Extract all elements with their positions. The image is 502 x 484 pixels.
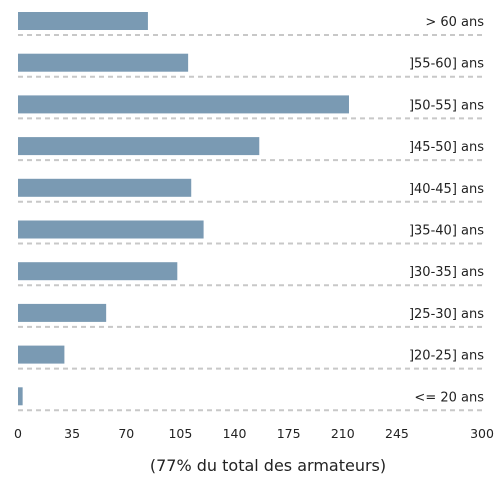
- x-tick-label-7: 245: [385, 426, 409, 441]
- bar-9: [18, 387, 23, 406]
- category-label-0: > 60 ans: [425, 15, 484, 30]
- x-tick-label-2: 70: [118, 426, 134, 441]
- x-tick-label-0: 0: [14, 426, 22, 441]
- x-tick-labels: 0 35 70 105 140 175 210 245 300: [14, 426, 494, 441]
- bar-3: [18, 137, 260, 156]
- category-label-1: ]55-60] ans: [409, 57, 484, 72]
- bar-7: [18, 303, 107, 322]
- bar-0: [18, 12, 148, 30]
- bar-2: [18, 95, 349, 114]
- x-tick-label-4: 140: [223, 426, 247, 441]
- x-tick-label-1: 35: [64, 426, 80, 441]
- category-label-5: ]35-40] ans: [409, 224, 484, 239]
- category-label-2: ]50-55] ans: [409, 98, 484, 113]
- x-tick-label-5: 175: [277, 426, 301, 441]
- category-labels: > 60 ans ]55-60] ans ]50-55] ans ]45-50] an…: [409, 15, 484, 405]
- bar-8: [18, 345, 65, 364]
- bar-4: [18, 178, 192, 197]
- chart-caption: (77% du total des armateurs): [150, 456, 386, 475]
- bars-group: [18, 12, 349, 406]
- x-tick-label-8: 300: [470, 426, 494, 441]
- category-label-8: ]20-25] ans: [409, 349, 484, 364]
- category-label-7: ]25-30] ans: [409, 307, 484, 322]
- bar-6: [18, 262, 178, 281]
- x-tick-label-6: 210: [331, 426, 355, 441]
- bar-5: [18, 220, 204, 239]
- category-label-4: ]40-45] ans: [409, 182, 484, 197]
- x-tick-label-3: 105: [168, 426, 192, 441]
- bar-1: [18, 53, 189, 72]
- category-label-6: ]30-35] ans: [409, 265, 484, 280]
- category-label-3: ]45-50] ans: [409, 140, 484, 155]
- category-label-9: <= 20 ans: [414, 390, 484, 405]
